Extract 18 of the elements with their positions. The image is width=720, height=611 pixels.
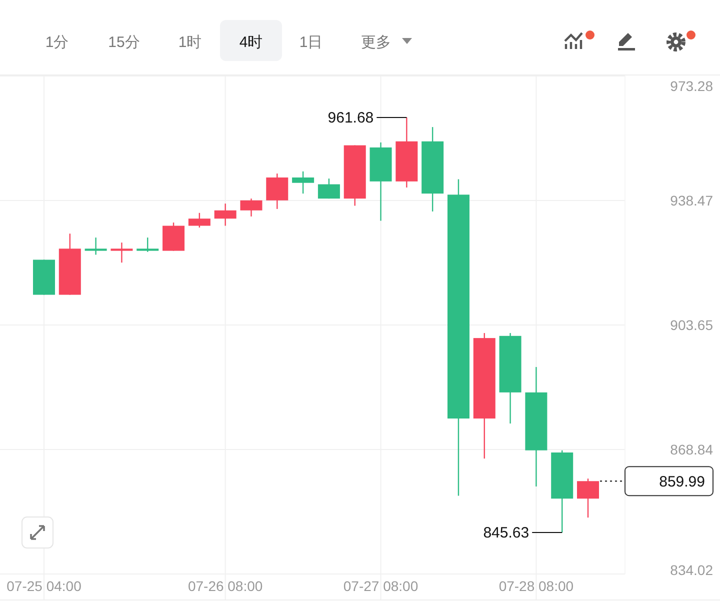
text: 15分 — [108, 34, 140, 51]
text: 1时 — [178, 34, 202, 51]
y-tick-label: 938.47 — [670, 192, 714, 208]
text: 859.99 — [659, 473, 705, 490]
text: 更多 — [361, 34, 391, 51]
x-tick-label: 07-28 08:00 — [498, 578, 574, 594]
text: 1日 — [299, 34, 323, 51]
annotation: 845.63 — [483, 524, 530, 542]
text: 1分 — [45, 34, 69, 51]
annotation: 961.68 — [328, 110, 374, 127]
text: 4时 — [239, 34, 263, 51]
y-tick-label: 868.84 — [670, 441, 714, 458]
x-tick-label: 07-26 08:00 — [188, 578, 263, 594]
y-tick-label: 903.65 — [670, 316, 714, 333]
y-tick-label: 834.02 — [670, 562, 714, 578]
x-tick-label: 07-27 08:00 — [343, 578, 418, 594]
y-tick-label: 973.28 — [670, 78, 714, 94]
x-tick-label: 07-25 04:00 — [6, 578, 82, 594]
